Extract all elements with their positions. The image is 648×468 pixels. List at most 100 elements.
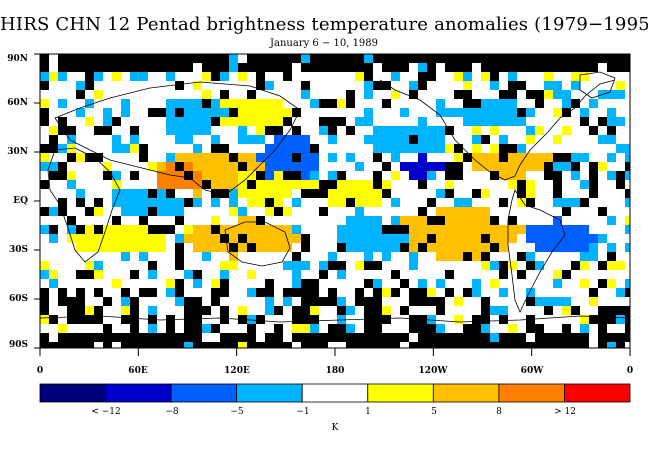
anomaly-cell	[220, 180, 229, 189]
anomaly-cell	[121, 225, 130, 234]
anomaly-cell	[472, 189, 481, 198]
anomaly-cell	[328, 180, 337, 189]
anomaly-cell	[463, 234, 472, 243]
anomaly-cell	[238, 108, 247, 117]
anomaly-cell	[391, 153, 400, 162]
anomaly-cell	[139, 288, 148, 297]
anomaly-cell	[76, 225, 85, 234]
anomaly-cell	[355, 54, 364, 63]
anomaly-cell	[481, 216, 490, 225]
anomaly-cell	[193, 306, 202, 315]
anomaly-cell	[490, 144, 499, 153]
anomaly-cell	[346, 180, 355, 189]
anomaly-cell	[283, 261, 292, 270]
anomaly-cell	[310, 324, 319, 333]
anomaly-cell	[211, 234, 220, 243]
anomaly-cell	[157, 198, 166, 207]
anomaly-cell	[373, 153, 382, 162]
anomaly-cell	[499, 99, 508, 108]
anomaly-cell	[472, 99, 481, 108]
anomaly-cell	[544, 243, 553, 252]
anomaly-cell	[481, 63, 490, 72]
anomaly-cell	[256, 117, 265, 126]
anomaly-cell	[265, 288, 274, 297]
anomaly-cell	[301, 81, 310, 90]
anomaly-cell	[247, 63, 256, 72]
colorbar-swatch	[236, 383, 303, 403]
anomaly-cell	[526, 54, 535, 63]
anomaly-cell	[364, 297, 373, 306]
anomaly-cell	[220, 99, 229, 108]
anomaly-cell	[508, 225, 517, 234]
anomaly-cell	[400, 144, 409, 153]
anomaly-cell	[76, 189, 85, 198]
anomaly-cell	[427, 342, 436, 348]
anomaly-cell	[121, 234, 130, 243]
anomaly-cell	[166, 99, 175, 108]
anomaly-cell	[274, 306, 283, 315]
anomaly-cell	[148, 108, 157, 117]
anomaly-cell	[391, 90, 400, 99]
anomaly-cell	[175, 207, 184, 216]
anomaly-cell	[202, 117, 211, 126]
anomaly-cell	[472, 342, 481, 348]
anomaly-cell	[517, 63, 526, 72]
anomaly-cell	[139, 252, 148, 261]
anomaly-cell	[220, 117, 229, 126]
anomaly-cell	[481, 153, 490, 162]
anomaly-cell	[490, 153, 499, 162]
anomaly-cell	[148, 243, 157, 252]
anomaly-cell	[121, 63, 130, 72]
anomaly-cell	[211, 63, 220, 72]
anomaly-cell	[400, 279, 409, 288]
anomaly-cell	[49, 315, 58, 324]
anomaly-cell	[418, 288, 427, 297]
anomaly-cell	[301, 324, 310, 333]
anomaly-cell	[229, 243, 238, 252]
anomaly-cell	[76, 315, 85, 324]
anomaly-cell	[400, 234, 409, 243]
anomaly-cell	[256, 189, 265, 198]
anomaly-cell	[499, 288, 508, 297]
anomaly-cell	[238, 234, 247, 243]
anomaly-cell	[562, 234, 571, 243]
anomaly-cell	[40, 144, 49, 153]
anomaly-cell	[445, 252, 454, 261]
colorbar-swatch	[39, 383, 106, 403]
anomaly-cell	[193, 126, 202, 135]
anomaly-cell	[103, 225, 112, 234]
anomaly-cell	[427, 243, 436, 252]
anomaly-cell	[292, 315, 301, 324]
anomaly-cell	[535, 99, 544, 108]
anomaly-cell	[409, 162, 418, 171]
anomaly-cell	[373, 225, 382, 234]
anomaly-cell	[373, 81, 382, 90]
anomaly-cell	[292, 261, 301, 270]
anomaly-cell	[409, 54, 418, 63]
anomaly-cell	[184, 126, 193, 135]
anomaly-cell	[391, 126, 400, 135]
anomaly-cell	[229, 225, 238, 234]
anomaly-cell	[625, 162, 630, 171]
anomaly-cell	[193, 198, 202, 207]
anomaly-cell	[391, 144, 400, 153]
anomaly-cell	[625, 54, 630, 63]
anomaly-cell	[472, 324, 481, 333]
anomaly-cell	[472, 333, 481, 342]
anomaly-cell	[445, 216, 454, 225]
anomaly-cell	[184, 234, 193, 243]
anomaly-cell	[76, 54, 85, 63]
anomaly-cell	[76, 63, 85, 72]
anomaly-cell	[382, 342, 391, 348]
anomaly-cell	[472, 243, 481, 252]
anomaly-cell	[418, 216, 427, 225]
anomaly-cell	[175, 81, 184, 90]
anomaly-cell	[166, 162, 175, 171]
anomaly-cell	[382, 333, 391, 342]
anomaly-cell	[535, 153, 544, 162]
anomaly-cell	[607, 126, 616, 135]
colorbar-label-7: 8	[496, 407, 502, 417]
anomaly-cell	[58, 117, 67, 126]
anomaly-cell	[157, 108, 166, 117]
anomaly-cell	[391, 171, 400, 180]
